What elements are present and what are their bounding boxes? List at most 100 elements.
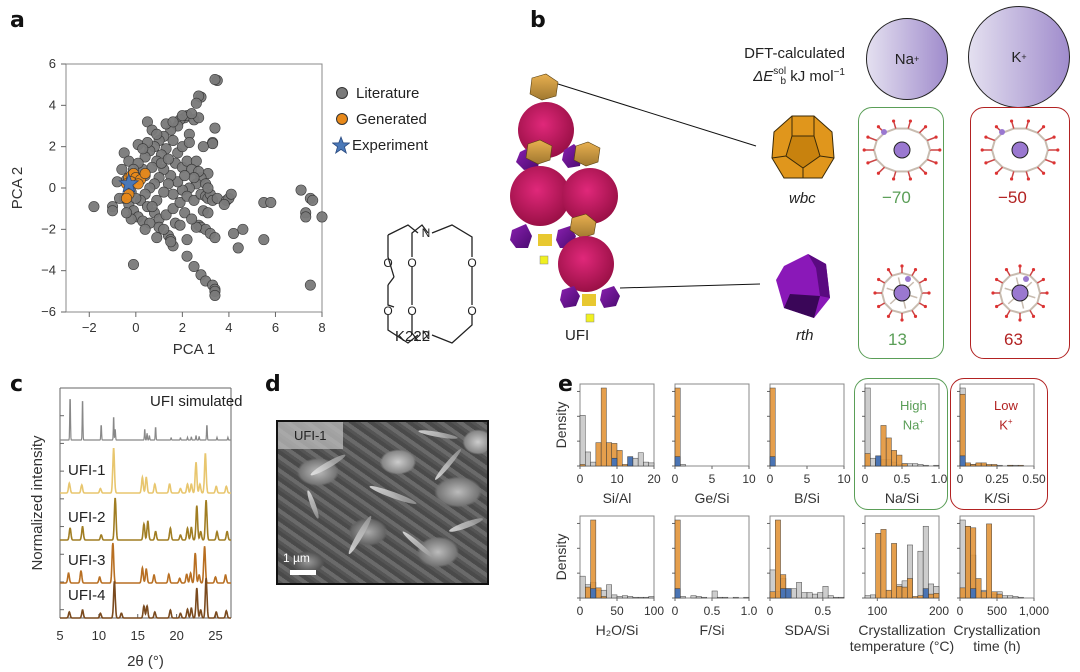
panel-label-d: d [265, 372, 281, 397]
wbc-cage-icon [573, 141, 601, 167]
literature-point [141, 116, 153, 128]
silicon-atom [1023, 276, 1029, 282]
literature-point [197, 141, 209, 153]
literature-point [300, 211, 312, 223]
literature-bar [717, 596, 723, 599]
literature-bar [817, 592, 824, 599]
delta-e-symbol: ΔE [753, 68, 774, 85]
literature-point [139, 223, 151, 235]
oxygen-atom [1009, 177, 1014, 181]
literature-bar [622, 595, 628, 599]
lta-cage-icon [510, 166, 570, 226]
literature-point [307, 194, 319, 206]
literature-point [137, 143, 149, 155]
bond [994, 158, 1004, 168]
generated-point [121, 192, 133, 204]
literature-point [174, 196, 186, 208]
histogram-subplot: 0 0.5 SDA/Si [767, 515, 845, 638]
bond [883, 302, 893, 312]
x-axis-label: B/Si [794, 490, 820, 506]
oxygen-atom [908, 119, 913, 123]
literature-bar [643, 461, 649, 467]
oxygen-atom [877, 304, 881, 309]
experiment-bar [922, 588, 929, 599]
experiment-bar [769, 456, 776, 467]
bond [1025, 166, 1038, 173]
literature-bar [690, 595, 697, 599]
oxygen-atom [994, 125, 999, 129]
literature-point [174, 219, 186, 231]
generated-bar [590, 519, 597, 599]
connector-line [557, 83, 757, 147]
oxygen-atom [1018, 318, 1022, 322]
bond [999, 282, 1004, 294]
oxygen-atom [866, 161, 870, 165]
literature-point [202, 207, 214, 219]
literature-bar [827, 595, 834, 599]
legend-item-literature: Literature [332, 80, 472, 106]
literature-point [107, 205, 119, 217]
generated-bar [996, 593, 1003, 599]
generated-bar [875, 533, 882, 599]
k-rth-molecule [991, 264, 1049, 322]
x-axis-label: time (h) [973, 638, 1020, 654]
bond [891, 272, 903, 277]
x-axis-label: K/Si [984, 490, 1010, 506]
literature-point [225, 188, 237, 200]
histogram-subplot: 0 0.25 0.50 K/Si [957, 383, 1046, 506]
literature-point [158, 186, 170, 198]
bond [884, 166, 897, 173]
histogram-subplot: 0 0.5 1.0 F/Si [672, 515, 758, 638]
wbc-cage-icon [771, 115, 835, 179]
ion-charge: + [913, 54, 920, 64]
bond [911, 274, 921, 284]
bond [881, 292, 886, 304]
literature-bar [812, 593, 818, 599]
connector-line [619, 283, 761, 289]
literature-point [304, 279, 316, 291]
y-tick-label: 4 [49, 97, 56, 112]
trace-label: UFI-4 [68, 587, 106, 604]
literature-bar [790, 588, 797, 599]
k222-atom-o: O [383, 304, 392, 318]
literature-bar [579, 415, 586, 467]
generated-bar [674, 387, 681, 467]
literature-bar [806, 592, 813, 599]
literature-point [181, 250, 193, 262]
generated-bar [674, 519, 681, 599]
bond [1036, 292, 1041, 304]
oxygen-atom [877, 277, 881, 282]
scale-bar-label: 1 µm [283, 551, 310, 565]
legend-label: Experiment [352, 136, 428, 154]
generated-bar [986, 523, 992, 599]
x-tick-label: 1.0 [931, 472, 948, 486]
x-tick-label: 8 [318, 320, 325, 335]
y-tick-label: 2 [49, 139, 56, 154]
silicon-atom [881, 129, 887, 135]
bond [999, 292, 1004, 304]
legend-item-generated: Generated [332, 106, 472, 132]
generated-bar [970, 527, 977, 599]
literature-bar [917, 550, 924, 599]
x-tick-label: 100 [867, 604, 887, 618]
literature-bar [585, 451, 591, 467]
oxygen-atom [923, 125, 928, 129]
literature-point [237, 223, 249, 235]
xrd-trace [60, 577, 231, 619]
literature-bar [711, 590, 718, 599]
x-tick-label: 0 [862, 472, 869, 486]
experiment-bar [590, 588, 597, 599]
literature-point [209, 122, 221, 134]
bond [918, 132, 928, 142]
scale-bar [290, 570, 316, 575]
literature-marker-icon [336, 87, 348, 99]
literature-bar [637, 596, 644, 599]
subplot-frame [674, 515, 750, 599]
generated-bar [912, 596, 919, 599]
trace-label: UFI-2 [68, 509, 106, 526]
literature-bar [822, 586, 829, 599]
x-axis-label: Si/Al [603, 490, 632, 506]
experiment-bar [970, 588, 977, 599]
x-tick-label: 10 [92, 628, 106, 643]
